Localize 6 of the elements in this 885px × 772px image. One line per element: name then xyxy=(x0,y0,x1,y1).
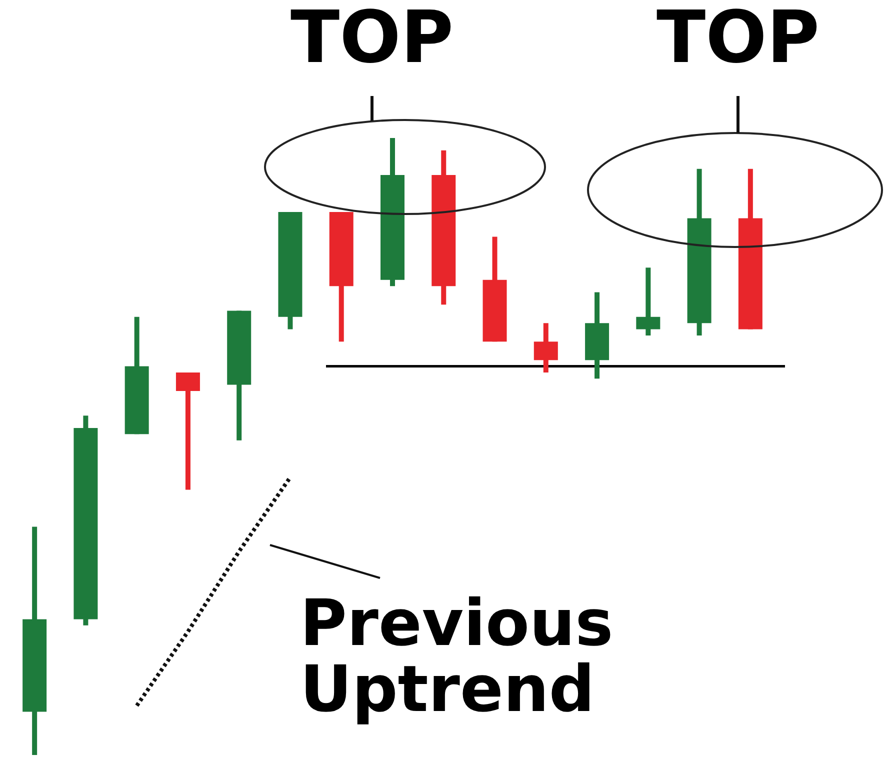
text: TOP xyxy=(656,0,820,79)
text: TOP xyxy=(290,0,454,79)
annotation: Previous Uptrend xyxy=(300,587,614,727)
candlestick xyxy=(534,323,558,372)
candlestick xyxy=(176,372,200,490)
candlestick xyxy=(636,268,660,336)
